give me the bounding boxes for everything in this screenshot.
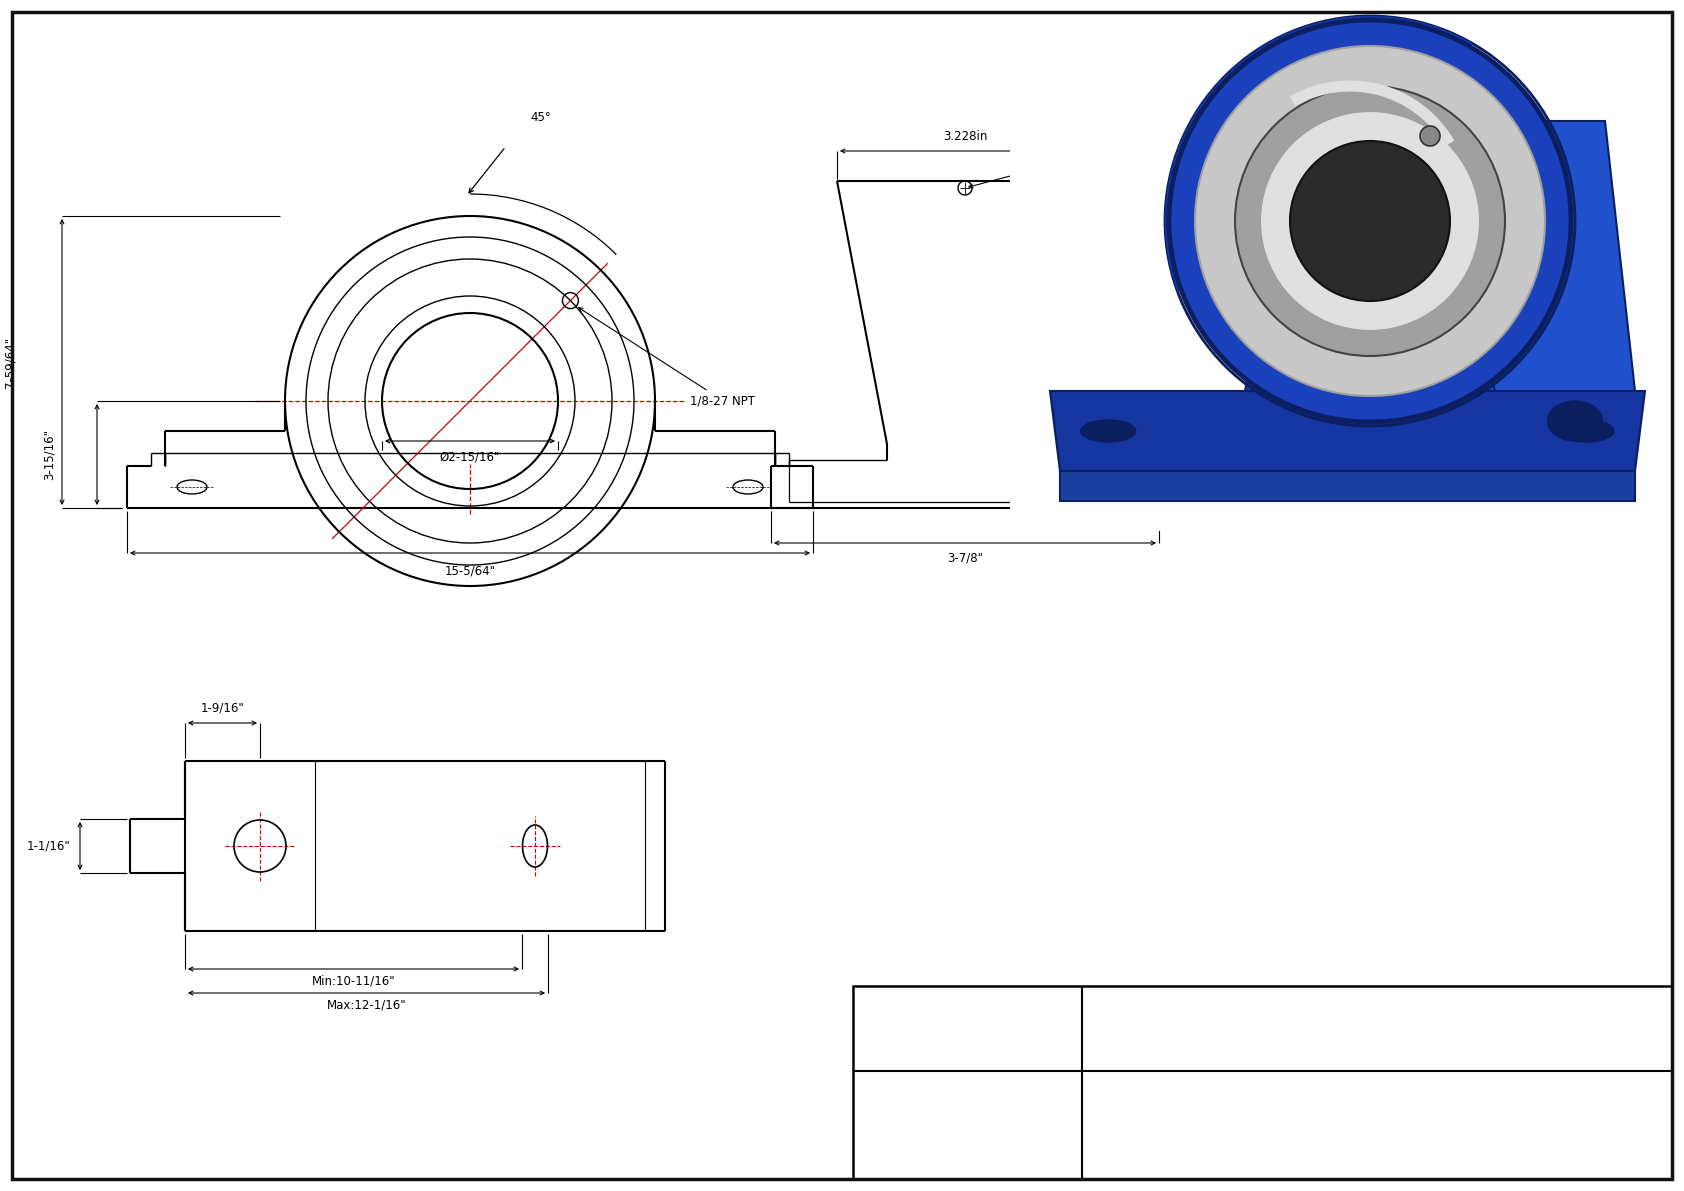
Text: 1/8-27 NPT: 1/8-27 NPT bbox=[579, 307, 756, 407]
Circle shape bbox=[1420, 126, 1440, 146]
Polygon shape bbox=[1059, 470, 1635, 501]
Text: 15-5/64": 15-5/64" bbox=[445, 565, 495, 578]
Polygon shape bbox=[1435, 121, 1635, 391]
Text: Email: lilybearing@lily-bearing.com: Email: lilybearing@lily-bearing.com bbox=[1266, 1036, 1489, 1049]
Text: 3.228in: 3.228in bbox=[943, 130, 987, 143]
Text: Part
Number: Part Number bbox=[941, 1111, 994, 1139]
Text: 7-59/64": 7-59/64" bbox=[3, 336, 17, 387]
Circle shape bbox=[1196, 46, 1544, 395]
Circle shape bbox=[1290, 141, 1450, 301]
Text: LILY: LILY bbox=[906, 1008, 1005, 1050]
Circle shape bbox=[1260, 111, 1480, 331]
Text: ®: ® bbox=[1012, 998, 1027, 1016]
Text: Set Screw Locking: Set Screw Locking bbox=[1317, 1135, 1438, 1147]
Text: Min:10-11/16": Min:10-11/16" bbox=[312, 974, 396, 987]
Polygon shape bbox=[1051, 391, 1645, 470]
Text: 45°: 45° bbox=[530, 111, 551, 124]
Text: 1-37/64": 1-37/64" bbox=[1238, 478, 1290, 491]
Circle shape bbox=[1170, 21, 1569, 420]
Text: 3-15/16": 3-15/16" bbox=[42, 429, 56, 480]
Circle shape bbox=[1234, 86, 1505, 356]
Ellipse shape bbox=[1559, 420, 1613, 442]
Text: Max:12-1/16": Max:12-1/16" bbox=[327, 998, 406, 1011]
Bar bbox=[854, 986, 1672, 1179]
Text: UCP315-47: UCP315-47 bbox=[1325, 1100, 1428, 1118]
Text: Ø2-15/16": Ø2-15/16" bbox=[440, 450, 500, 463]
Text: 1-9/16": 1-9/16" bbox=[200, 701, 244, 715]
Ellipse shape bbox=[1548, 401, 1603, 441]
Text: 2*7/8" Screw: 2*7/8" Screw bbox=[968, 119, 1236, 188]
Text: 3-7/8": 3-7/8" bbox=[946, 551, 983, 565]
Ellipse shape bbox=[1081, 420, 1135, 442]
Polygon shape bbox=[1244, 121, 1495, 391]
Text: SHANGHAI LILY BEARING LIMITED: SHANGHAI LILY BEARING LIMITED bbox=[1246, 1008, 1507, 1022]
Text: 1-1/16": 1-1/16" bbox=[27, 840, 71, 853]
Bar bbox=[1010, 21, 1665, 531]
